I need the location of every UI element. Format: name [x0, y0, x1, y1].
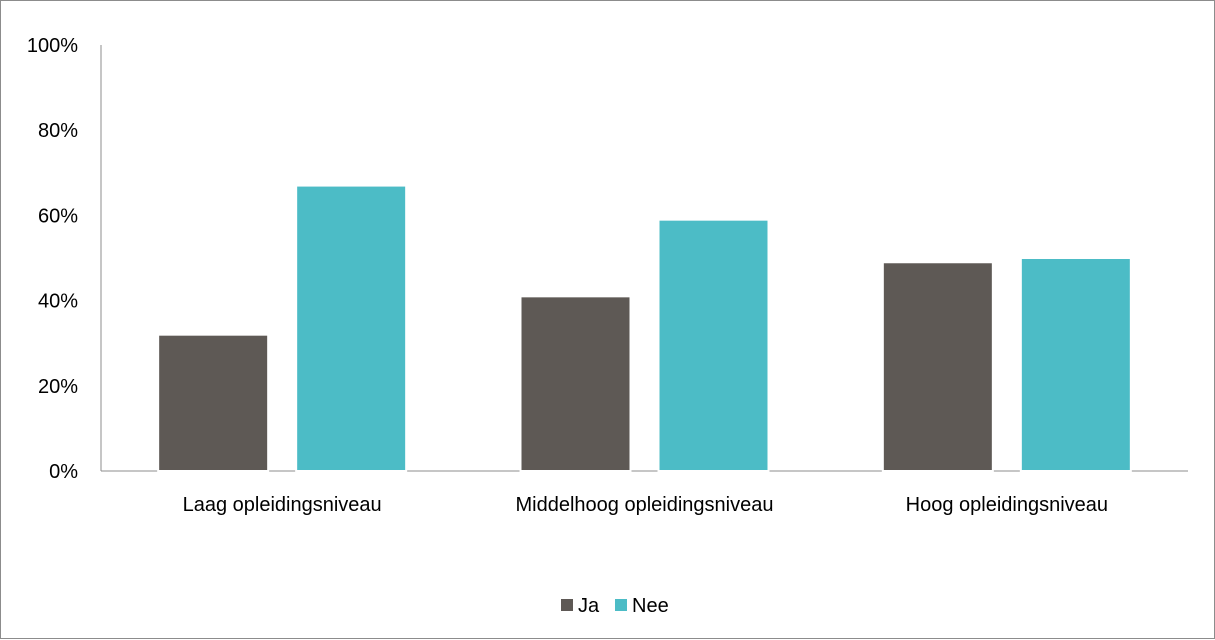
y-axis: 0% 20% 40% 60% 80% 100% [27, 35, 102, 483]
category-label: Middelhoog opleidingsniveau [516, 494, 774, 516]
legend: Ja Nee [561, 595, 669, 617]
category-label: Hoog opleidingsniveau [906, 494, 1108, 516]
bar-nee-2 [657, 218, 770, 472]
legend-label-ja: Ja [578, 595, 600, 617]
bar-ja-3 [881, 261, 994, 473]
bar-ja-2 [519, 295, 632, 472]
legend-swatch-ja [561, 599, 573, 611]
y-tick-labels: 0% 20% 40% 60% 80% 100% [27, 35, 78, 483]
y-tick-label: 20% [38, 376, 78, 398]
bar-nee-3 [1019, 257, 1132, 472]
category-label: Laag opleidingsniveau [183, 494, 382, 516]
legend-swatch-nee [615, 599, 627, 611]
bars [157, 184, 1132, 473]
x-axis: Laag opleidingsniveau Middelhoog opleidin… [101, 470, 1188, 516]
y-tick-label: 60% [38, 205, 78, 227]
y-tick-label: 80% [38, 120, 78, 142]
y-tick-label: 40% [38, 291, 78, 313]
legend-label-nee: Nee [632, 595, 669, 617]
bar-ja-1 [157, 333, 270, 472]
y-tick-label: 100% [27, 35, 78, 57]
y-tick-label: 0% [49, 461, 78, 483]
bar-nee-1 [295, 184, 408, 473]
category-labels: Laag opleidingsniveau Middelhoog opleidin… [183, 494, 1108, 516]
